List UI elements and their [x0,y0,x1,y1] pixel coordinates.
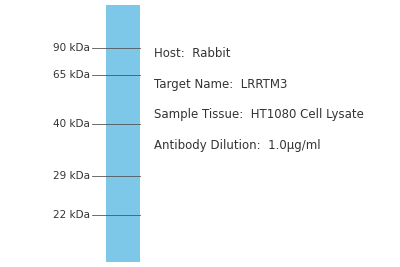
Text: 29 kDa: 29 kDa [53,171,90,181]
Text: Host:  Rabbit: Host: Rabbit [154,47,230,60]
Text: 65 kDa: 65 kDa [53,70,90,80]
Text: 90 kDa: 90 kDa [53,43,90,53]
Text: 22 kDa: 22 kDa [53,210,90,220]
Bar [106,5,140,262]
Text: Sample Tissue:  HT1080 Cell Lysate: Sample Tissue: HT1080 Cell Lysate [154,108,364,121]
Text: Antibody Dilution:  1.0μg/ml: Antibody Dilution: 1.0μg/ml [154,139,321,152]
Text: Target Name:  LRRTM3: Target Name: LRRTM3 [154,78,287,91]
Text: 40 kDa: 40 kDa [53,119,90,129]
